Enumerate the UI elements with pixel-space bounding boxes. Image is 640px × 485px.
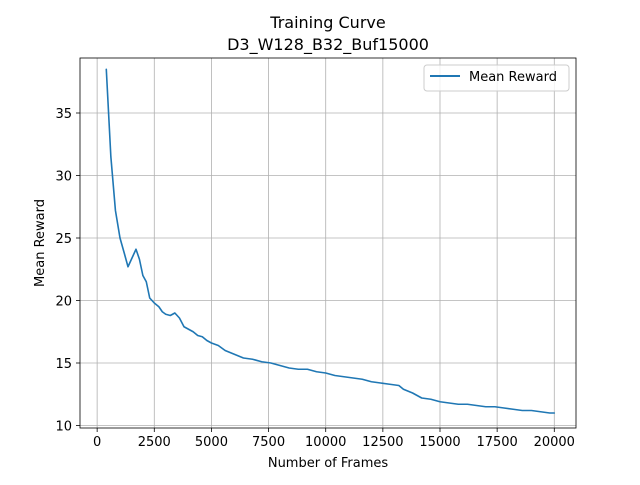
y-axis-label: Mean Reward bbox=[33, 199, 48, 287]
y-tick-label: 20 bbox=[55, 295, 72, 310]
series-layer bbox=[105, 68, 556, 414]
x-tick-label: 0 bbox=[93, 435, 101, 450]
tick-layer: 0 2500 5000 7500 10000 12500 15000 17500 20000 10… bbox=[55, 107, 575, 450]
x-tick-label: 17500 bbox=[476, 435, 517, 450]
y-tick-label: 25 bbox=[55, 232, 72, 247]
chart-title: Training Curve bbox=[269, 13, 385, 32]
legend-label: Mean Reward bbox=[469, 70, 557, 85]
x-tick-label: 20000 bbox=[534, 435, 575, 450]
x-tick-label: 5000 bbox=[195, 435, 228, 450]
plot-frame bbox=[79, 57, 577, 429]
y-tick-label: 15 bbox=[55, 357, 72, 372]
x-tick-label: 12500 bbox=[362, 435, 403, 450]
legend: Mean Reward bbox=[423, 64, 570, 92]
x-tick-label: 2500 bbox=[138, 435, 171, 450]
x-tick-label: 7500 bbox=[252, 435, 285, 450]
y-tick-label: 35 bbox=[55, 107, 72, 122]
grid-layer bbox=[80, 58, 576, 428]
y-tick-label: 30 bbox=[55, 170, 72, 185]
x-tick-label: 10000 bbox=[305, 435, 346, 450]
y-tick-label: 10 bbox=[55, 420, 72, 435]
x-tick-label: 15000 bbox=[419, 435, 460, 450]
x-axis-label: Number of Frames bbox=[268, 456, 389, 471]
series-line-mean-reward bbox=[105, 68, 556, 414]
legend-box bbox=[423, 64, 570, 92]
chart-subtitle: D3_W128_B32_Buf15000 bbox=[227, 35, 429, 55]
